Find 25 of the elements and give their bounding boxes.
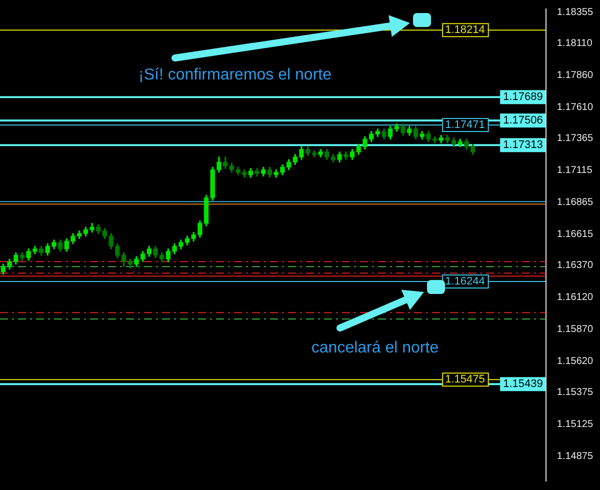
y-tick-label: 1.16865 [556,197,594,208]
y-tick-label: 1.18110 [556,38,593,50]
y-tick-label: 1.17365 [556,133,594,144]
y-tick-label: 1.14875 [556,450,594,462]
y-tick-label: 1.16615 [556,228,594,240]
y-tick-label: 1.15620 [556,356,594,367]
ref-line-label: 1.15475 [445,374,485,386]
ref-line-label: 1.17689 [503,91,543,104]
y-tick-label: 1.18355 [556,6,594,18]
ref-line-label: 1.17313 [503,139,543,152]
y-tick-label: 1.16120 [556,292,594,304]
annotation: cancelará el norte [311,339,439,356]
y-tick-label: 1.17610 [556,102,594,113]
y-tick-label: 1.16370 [556,260,594,272]
y-tick-label: 1.15125 [556,418,594,430]
ref-line-label: 1.17506 [503,114,543,127]
ref-line-label: 1.16244 [445,276,485,288]
y-tick-label: 1.15375 [556,387,594,398]
y-tick-label: 1.17115 [556,165,593,176]
annotation: ¡Sí! confirmaremos el norte [138,66,332,84]
ref-line-label: 1.17471 [445,118,485,131]
y-tick-label: 1.17860 [556,70,594,82]
y-tick-label: 1.15870 [556,324,594,335]
ref-line-label: 1.15439 [503,378,543,390]
ref-line-label: 1.18214 [445,24,485,36]
